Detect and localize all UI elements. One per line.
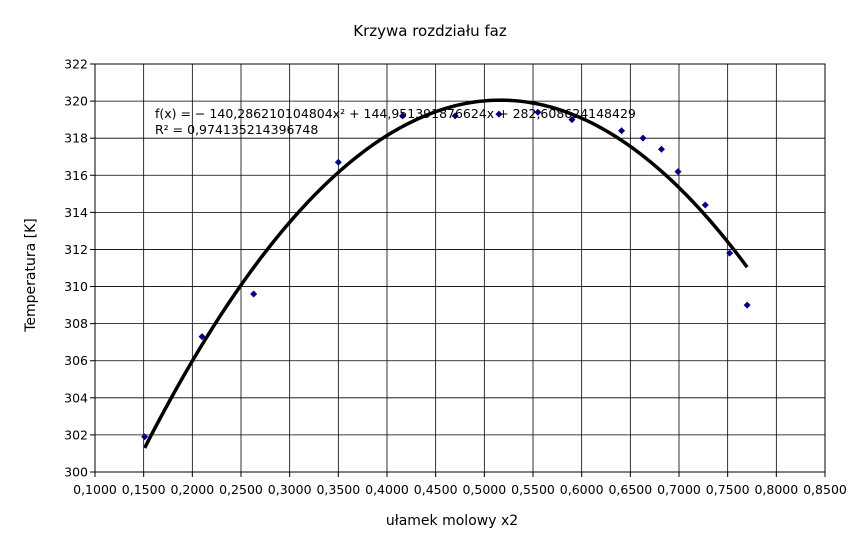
data-point xyxy=(726,249,734,257)
y-tick-label: 306 xyxy=(64,353,88,368)
y-tick-label: 322 xyxy=(64,57,88,72)
chart-title: Krzywa rozdziału faz xyxy=(353,22,507,40)
x-tick-label: 0,3500 xyxy=(316,482,360,497)
data-point xyxy=(334,158,342,166)
y-tick-label: 308 xyxy=(64,316,88,331)
x-tick-label: 0,1500 xyxy=(122,482,166,497)
x-tick-label: 0,8500 xyxy=(803,482,847,497)
y-tick-label: 304 xyxy=(64,390,88,405)
data-point xyxy=(534,108,542,116)
y-tick-label: 302 xyxy=(64,427,88,442)
y-tick-label: 320 xyxy=(64,94,88,109)
data-points xyxy=(141,108,751,441)
plot-area-border xyxy=(94,63,826,473)
data-point xyxy=(639,134,647,142)
x-tick-label: 0,7000 xyxy=(657,482,701,497)
x-tick-label: 0,5000 xyxy=(462,482,506,497)
trendline-equation: f(x) = − 140,286210104804x² + 144,951391… xyxy=(155,106,636,121)
trendline-curve xyxy=(143,98,749,449)
data-point xyxy=(674,168,682,176)
x-tick-label: 0,4000 xyxy=(365,482,409,497)
data-point xyxy=(618,127,626,135)
y-tick-labels: 300 302 304 306 308 310 312 314 316 318 320 322 xyxy=(64,57,88,480)
data-point xyxy=(141,433,149,441)
x-tick-label: 0,3000 xyxy=(268,482,312,497)
x-tick-label: 0,1000 xyxy=(73,482,117,497)
x-tick-label: 0,8000 xyxy=(754,482,798,497)
y-tick-label: 300 xyxy=(64,465,88,480)
axes xyxy=(90,63,826,477)
data-point xyxy=(250,290,258,298)
x-tick-label: 0,7500 xyxy=(706,482,750,497)
x-tick-label: 0,6500 xyxy=(608,482,652,497)
data-point xyxy=(701,201,709,209)
x-tick-label: 0,2500 xyxy=(219,482,263,497)
x-tick-label: 0,5500 xyxy=(511,482,555,497)
data-point xyxy=(399,112,407,120)
data-point xyxy=(451,112,459,120)
x-tick-label: 0,2000 xyxy=(170,482,214,497)
trendline xyxy=(143,98,749,449)
data-point xyxy=(495,110,503,118)
x-tick-label: 0,6000 xyxy=(560,482,604,497)
y-tick-label: 314 xyxy=(64,205,88,220)
y-axis-label: Temperatura [K] xyxy=(23,218,39,333)
x-tick-label: 0,4500 xyxy=(414,482,458,497)
data-point xyxy=(743,301,751,309)
data-point xyxy=(657,145,665,153)
y-tick-label: 310 xyxy=(64,279,88,294)
data-point xyxy=(568,116,576,124)
x-axis-label: ułamek molowy x2 xyxy=(386,513,518,529)
r-squared-label: R² = 0,974135214396748 xyxy=(155,122,318,137)
y-tick-label: 318 xyxy=(64,131,88,146)
data-point xyxy=(198,333,206,341)
x-tick-labels: 0,1000 0,1500 0,2000 0,2500 0,3000 0,3500 0,40… xyxy=(73,482,847,497)
y-tick-label: 312 xyxy=(64,242,88,257)
y-tick-label: 316 xyxy=(64,168,88,183)
